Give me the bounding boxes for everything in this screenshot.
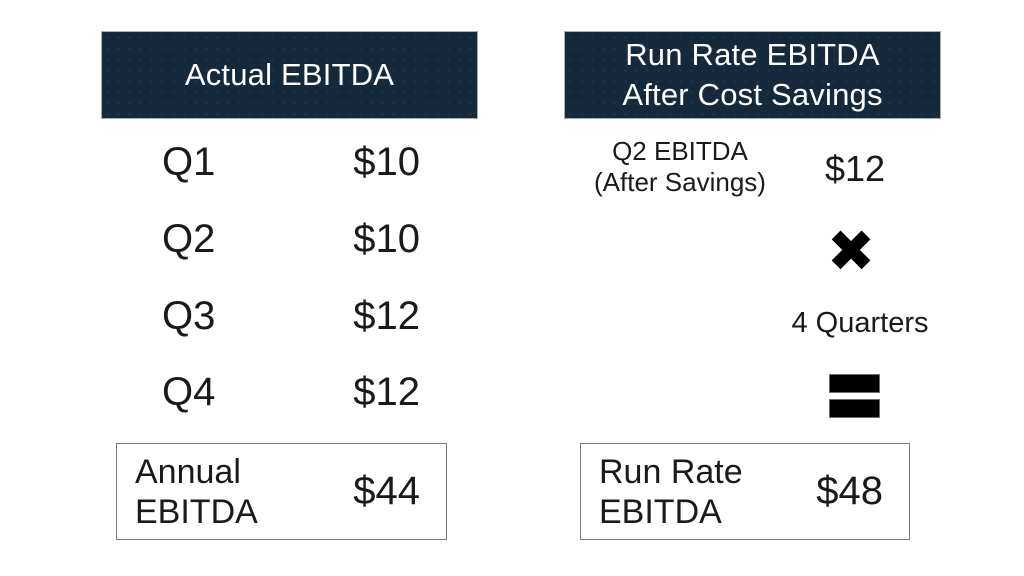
four-quarters-label: 4 Quarters: [791, 307, 929, 339]
quarter-value: $12: [353, 370, 420, 414]
annual-ebitda-label-line1: Annual: [135, 452, 241, 491]
run-rate-header-line2: After Cost Savings: [622, 77, 883, 112]
run-rate-ebitda-header: Run Rate EBITDA After Cost Savings: [564, 31, 941, 119]
quarter-value: $10: [353, 217, 420, 261]
quarter-label: Q3: [162, 294, 216, 338]
run-rate-ebitda-total-box: Run Rate EBITDA $48: [580, 443, 910, 540]
quarter-label: Q2: [162, 217, 216, 261]
q2-after-savings-label: Q2 EBITDA (After Savings): [575, 136, 785, 198]
quarter-row-q1: Q1 $10: [101, 139, 478, 185]
quarter-row-q3: Q3 $12: [101, 293, 478, 339]
equals-icon: [829, 374, 880, 418]
multiply-icon: ✖: [826, 219, 876, 284]
annual-ebitda-label: Annual EBITDA: [117, 452, 258, 532]
quarter-label: Q4: [162, 370, 216, 414]
run-rate-header-line1: Run Rate EBITDA: [625, 37, 880, 72]
quarter-value: $10: [353, 140, 420, 184]
annual-ebitda-total-box: Annual EBITDA $44: [116, 443, 447, 540]
quarter-row-q2: Q2 $10: [101, 216, 478, 262]
run-rate-ebitda-label: Run Rate EBITDA: [581, 452, 743, 532]
q2-after-savings-label-line1: Q2 EBITDA: [612, 136, 748, 166]
equals-bar-bottom: [829, 399, 880, 418]
actual-ebitda-header-label: Actual EBITDA: [184, 57, 395, 92]
actual-ebitda-header: Actual EBITDA: [101, 31, 478, 119]
run-rate-ebitda-label-line2: EBITDA: [599, 492, 722, 531]
annual-ebitda-label-line2: EBITDA: [135, 492, 258, 531]
quarter-value: $12: [353, 294, 420, 338]
quarter-row-q4: Q4 $12: [101, 369, 478, 415]
run-rate-ebitda-label-line1: Run Rate: [599, 452, 743, 491]
quarter-label: Q1: [162, 140, 216, 184]
annual-ebitda-value: $44: [353, 469, 420, 513]
equals-bar-top: [829, 374, 880, 393]
q2-after-savings-label-line2: (After Savings): [594, 167, 766, 197]
q2-after-savings-value: $12: [824, 148, 886, 189]
run-rate-ebitda-value: $48: [816, 469, 883, 513]
